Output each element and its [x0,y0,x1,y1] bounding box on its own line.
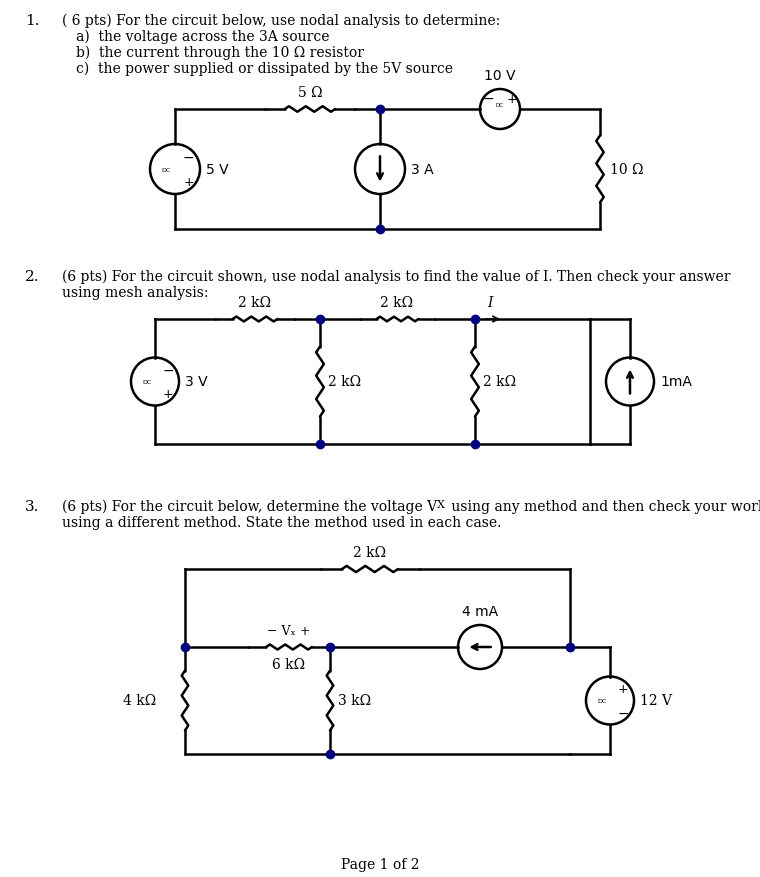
Text: +: + [163,388,173,401]
Text: 4 kΩ: 4 kΩ [123,694,157,708]
Text: using any method and then check your work: using any method and then check your wor… [447,499,760,513]
Text: DC: DC [496,103,504,107]
Text: 2 kΩ: 2 kΩ [381,296,413,310]
Text: b)  the current through the 10 Ω resistor: b) the current through the 10 Ω resistor [76,46,364,61]
Text: a)  the voltage across the 3A source: a) the voltage across the 3A source [76,30,330,45]
Text: −: − [163,363,174,377]
Text: 6 kΩ: 6 kΩ [272,657,306,671]
Text: 5 Ω: 5 Ω [298,86,322,100]
Text: DC: DC [162,168,171,172]
Text: 12 V: 12 V [640,694,672,708]
Text: 3 kΩ: 3 kΩ [338,694,371,708]
Text: 3 A: 3 A [411,163,434,177]
Text: +: + [618,681,629,695]
Text: 4 mA: 4 mA [462,604,498,618]
Text: 3 V: 3 V [185,375,207,389]
Text: 10 V: 10 V [484,69,516,83]
Text: 2 kΩ: 2 kΩ [328,375,361,389]
Text: I: I [487,296,492,310]
Text: −: − [183,150,195,164]
Text: using a different method. State the method used in each case.: using a different method. State the meth… [62,516,502,530]
Text: +: + [507,92,518,105]
Text: Page 1 of 2: Page 1 of 2 [340,857,420,871]
Text: 2 kΩ: 2 kΩ [239,296,271,310]
Text: using mesh analysis:: using mesh analysis: [62,286,208,300]
Text: 3.: 3. [25,499,40,513]
Text: 2.: 2. [25,270,40,283]
Text: − Vₓ +: − Vₓ + [268,624,311,638]
Text: 2 kΩ: 2 kΩ [353,545,387,560]
Text: 1.: 1. [25,14,40,28]
Text: 10 Ω: 10 Ω [610,163,644,177]
Text: 5 V: 5 V [206,163,229,177]
Text: X: X [437,499,445,510]
Text: −: − [617,706,629,720]
Text: c)  the power supplied or dissipated by the 5V source: c) the power supplied or dissipated by t… [76,62,453,76]
Text: ( 6 pts) For the circuit below, use nodal analysis to determine:: ( 6 pts) For the circuit below, use noda… [62,14,500,28]
Text: 1mA: 1mA [660,375,692,389]
Text: DC: DC [142,380,151,384]
Text: 2 kΩ: 2 kΩ [483,375,516,389]
Text: −: − [482,92,494,106]
Text: (6 pts) For the circuit below, determine the voltage V: (6 pts) For the circuit below, determine… [62,499,437,514]
Text: DC: DC [597,698,606,703]
Text: +: + [183,175,194,189]
Text: (6 pts) For the circuit shown, use nodal analysis to find the value of I. Then c: (6 pts) For the circuit shown, use nodal… [62,270,730,284]
